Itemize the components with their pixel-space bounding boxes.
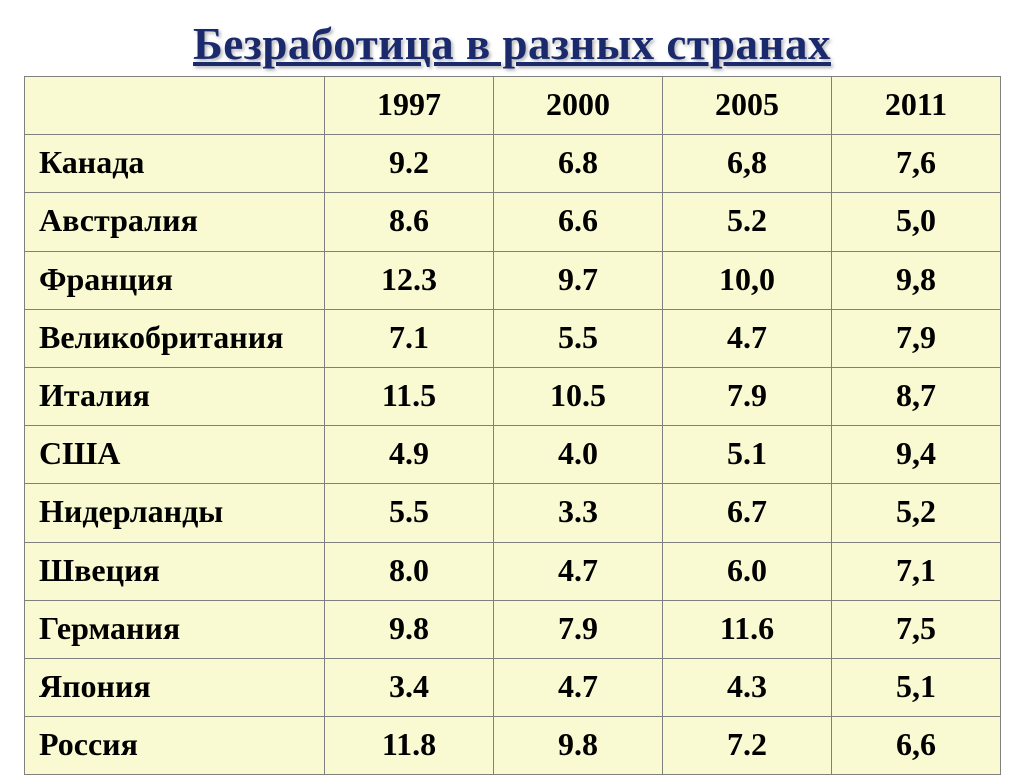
table-row: Германия 9.8 7.9 11.6 7,5: [25, 600, 1001, 658]
country-cell: Нидерланды: [25, 484, 325, 542]
country-cell: Швеция: [25, 542, 325, 600]
country-cell: Великобритания: [25, 309, 325, 367]
table-header-row: 1997 2000 2005 2011: [25, 77, 1001, 135]
value-cell: 4.0: [494, 426, 663, 484]
value-cell: 6.0: [663, 542, 832, 600]
table-row: Франция 12.3 9.7 10,0 9,8: [25, 251, 1001, 309]
table-header-year: 2005: [663, 77, 832, 135]
value-cell: 4.9: [325, 426, 494, 484]
value-cell: 4.3: [663, 658, 832, 716]
table-header-year: 2011: [832, 77, 1001, 135]
country-cell: Япония: [25, 658, 325, 716]
country-cell: Канада: [25, 135, 325, 193]
value-cell: 3.3: [494, 484, 663, 542]
value-cell: 7,6: [832, 135, 1001, 193]
country-cell: Франция: [25, 251, 325, 309]
value-cell: 8,7: [832, 367, 1001, 425]
slide: Безработица в разных странах 1997 2000 2…: [0, 0, 1024, 768]
table-row: Австралия 8.6 6.6 5.2 5,0: [25, 193, 1001, 251]
value-cell: 11.8: [325, 717, 494, 775]
value-cell: 7.2: [663, 717, 832, 775]
value-cell: 11.5: [325, 367, 494, 425]
table-header-blank: [25, 77, 325, 135]
value-cell: 3.4: [325, 658, 494, 716]
table-row: Швеция 8.0 4.7 6.0 7,1: [25, 542, 1001, 600]
value-cell: 6.7: [663, 484, 832, 542]
value-cell: 5,2: [832, 484, 1001, 542]
value-cell: 5.1: [663, 426, 832, 484]
value-cell: 6,8: [663, 135, 832, 193]
value-cell: 4.7: [494, 542, 663, 600]
table-row: Нидерланды 5.5 3.3 6.7 5,2: [25, 484, 1001, 542]
value-cell: 6.6: [494, 193, 663, 251]
value-cell: 6.8: [494, 135, 663, 193]
value-cell: 5.2: [663, 193, 832, 251]
value-cell: 7,9: [832, 309, 1001, 367]
country-cell: Россия: [25, 717, 325, 775]
value-cell: 9.2: [325, 135, 494, 193]
value-cell: 9.8: [494, 717, 663, 775]
value-cell: 8.0: [325, 542, 494, 600]
value-cell: 7.9: [663, 367, 832, 425]
value-cell: 5,0: [832, 193, 1001, 251]
country-cell: Германия: [25, 600, 325, 658]
table-row: Великобритания 7.1 5.5 4.7 7,9: [25, 309, 1001, 367]
unemployment-table: 1997 2000 2005 2011 Канада 9.2 6.8 6,8 7…: [24, 76, 1001, 775]
value-cell: 7,1: [832, 542, 1001, 600]
value-cell: 10.5: [494, 367, 663, 425]
table-row: Россия 11.8 9.8 7.2 6,6: [25, 717, 1001, 775]
value-cell: 7.1: [325, 309, 494, 367]
table-row: США 4.9 4.0 5.1 9,4: [25, 426, 1001, 484]
value-cell: 9,8: [832, 251, 1001, 309]
value-cell: 11.6: [663, 600, 832, 658]
value-cell: 12.3: [325, 251, 494, 309]
value-cell: 7,5: [832, 600, 1001, 658]
table-body: Канада 9.2 6.8 6,8 7,6 Австралия 8.6 6.6…: [25, 135, 1001, 775]
value-cell: 10,0: [663, 251, 832, 309]
country-cell: США: [25, 426, 325, 484]
table-header-year: 2000: [494, 77, 663, 135]
value-cell: 4.7: [663, 309, 832, 367]
value-cell: 9.8: [325, 600, 494, 658]
table-row: Канада 9.2 6.8 6,8 7,6: [25, 135, 1001, 193]
page-title: Безработица в разных странах: [24, 18, 1000, 70]
value-cell: 9.7: [494, 251, 663, 309]
value-cell: 8.6: [325, 193, 494, 251]
table-row: Япония 3.4 4.7 4.3 5,1: [25, 658, 1001, 716]
value-cell: 7.9: [494, 600, 663, 658]
country-cell: Австралия: [25, 193, 325, 251]
table-row: Италия 11.5 10.5 7.9 8,7: [25, 367, 1001, 425]
value-cell: 5.5: [494, 309, 663, 367]
country-cell: Италия: [25, 367, 325, 425]
value-cell: 6,6: [832, 717, 1001, 775]
value-cell: 9,4: [832, 426, 1001, 484]
value-cell: 4.7: [494, 658, 663, 716]
value-cell: 5.5: [325, 484, 494, 542]
value-cell: 5,1: [832, 658, 1001, 716]
table-header-year: 1997: [325, 77, 494, 135]
